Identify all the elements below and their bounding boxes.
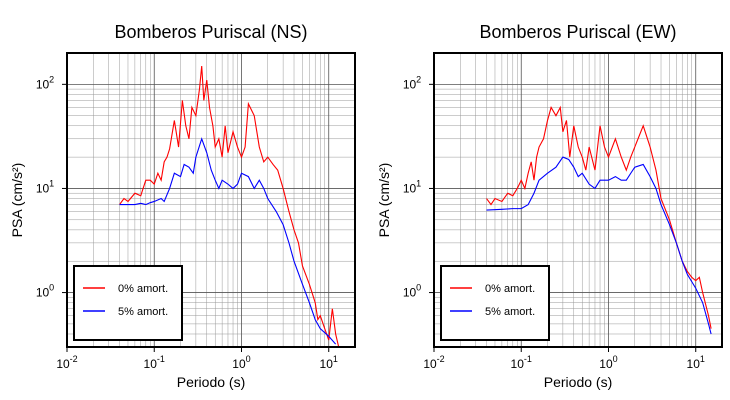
legend-box bbox=[73, 265, 183, 341]
plot-frame bbox=[66, 52, 356, 348]
legend-label: 5% amort. bbox=[118, 306, 168, 318]
x-tick-label: 10-2 bbox=[423, 354, 444, 371]
x-tick-label: 10-2 bbox=[56, 354, 77, 371]
tick-power: 1 bbox=[49, 178, 54, 188]
tick-base: 10 bbox=[36, 77, 50, 91]
tick-base: 10 bbox=[232, 357, 246, 371]
tick-power: -1 bbox=[524, 354, 532, 364]
x-tick-label: 101 bbox=[320, 354, 338, 371]
y-tick-label: 101 bbox=[403, 178, 421, 195]
tick-power: 0 bbox=[416, 283, 421, 293]
legend-label: 0% amort. bbox=[118, 283, 168, 295]
tick-power: -2 bbox=[437, 354, 445, 364]
tick-base: 10 bbox=[36, 181, 50, 195]
tick-base: 10 bbox=[56, 357, 70, 371]
y-tick-label: 100 bbox=[36, 283, 54, 300]
tick-power: 1 bbox=[333, 354, 338, 364]
x-tick-label: 10-1 bbox=[511, 354, 532, 371]
tick-base: 10 bbox=[144, 357, 158, 371]
y-axis-label: PSA (cm/s²) bbox=[9, 163, 25, 238]
legend-label: 5% amort. bbox=[485, 306, 535, 318]
tick-power: -1 bbox=[157, 354, 165, 364]
tick-power: 0 bbox=[246, 354, 251, 364]
tick-power: 0 bbox=[613, 354, 618, 364]
legend-label: 0% amort. bbox=[485, 283, 535, 295]
tick-base: 10 bbox=[687, 357, 701, 371]
plot-lines bbox=[486, 105, 712, 335]
x-tick-label: 101 bbox=[687, 354, 705, 371]
y-tick-label: 102 bbox=[403, 74, 421, 91]
series-line bbox=[119, 137, 337, 345]
x-axis-label: Periodo (s) bbox=[544, 374, 612, 390]
x-tick-label: 10-1 bbox=[144, 354, 165, 371]
series-line bbox=[119, 65, 340, 347]
y-axis-label: PSA (cm/s²) bbox=[376, 163, 392, 238]
tick-power: 0 bbox=[49, 283, 54, 293]
chart-title: Bomberos Puriscal (EW) bbox=[479, 22, 676, 42]
tick-base: 10 bbox=[320, 357, 334, 371]
tick-base: 10 bbox=[599, 357, 613, 371]
panel: Bomberos Puriscal (EW) Periodo (s) PSA (cm… bbox=[376, 22, 723, 390]
plot-frame bbox=[433, 52, 723, 348]
tick-base: 10 bbox=[403, 181, 417, 195]
tick-base: 10 bbox=[423, 357, 437, 371]
tick-base: 10 bbox=[403, 286, 417, 300]
legend-box bbox=[440, 265, 550, 341]
tick-power: 2 bbox=[49, 74, 54, 84]
y-tick-label: 102 bbox=[36, 74, 54, 91]
x-axis-label: Periodo (s) bbox=[177, 374, 245, 390]
x-tick-label: 100 bbox=[232, 354, 250, 371]
tick-power: -2 bbox=[70, 354, 78, 364]
y-tick-label: 101 bbox=[36, 178, 54, 195]
tick-base: 10 bbox=[403, 77, 417, 91]
tick-base: 10 bbox=[511, 357, 525, 371]
plot-lines bbox=[119, 65, 340, 347]
chart-title: Bomberos Puriscal (NS) bbox=[114, 22, 307, 42]
tick-power: 2 bbox=[416, 74, 421, 84]
y-tick-label: 100 bbox=[403, 283, 421, 300]
panel: Bomberos Puriscal (NS) Periodo (s) PSA (cm… bbox=[9, 22, 356, 390]
series-line bbox=[486, 156, 712, 335]
tick-power: 1 bbox=[700, 354, 705, 364]
tick-power: 1 bbox=[416, 178, 421, 188]
x-tick-label: 100 bbox=[599, 354, 617, 371]
tick-base: 10 bbox=[36, 286, 50, 300]
